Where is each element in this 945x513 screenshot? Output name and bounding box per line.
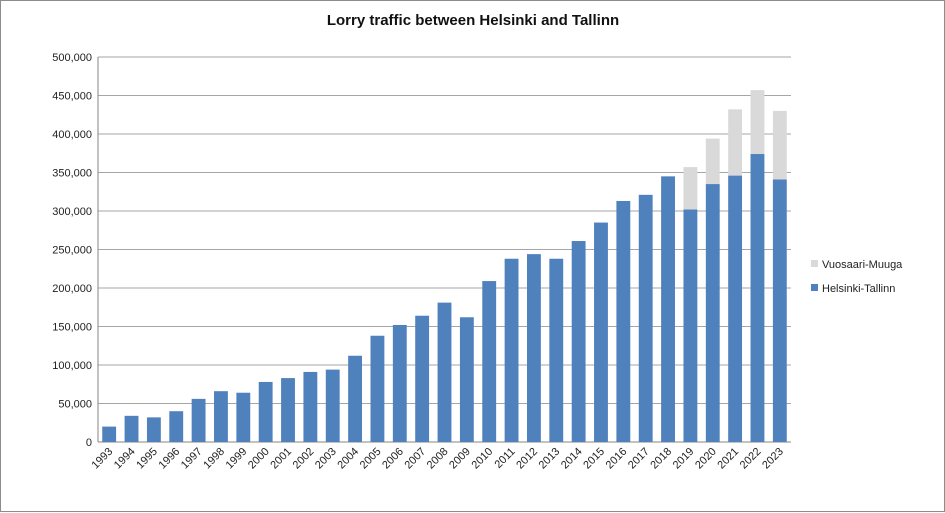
bar-vuosaari-muuga-2019: [683, 167, 698, 210]
bar-helsinki-tallinn-2004: [348, 355, 363, 442]
x-tick-label: 2015: [581, 446, 607, 472]
x-tick-label: 2019: [671, 446, 697, 472]
y-tick-label: 200,000: [52, 283, 92, 295]
bar-helsinki-tallinn-2012: [526, 254, 541, 442]
x-tick-label: 2002: [291, 446, 317, 472]
x-tick-label: 2001: [268, 446, 294, 472]
x-tick-label: 1996: [157, 446, 183, 472]
bar-helsinki-tallinn-2011: [504, 258, 519, 442]
bar-helsinki-tallinn-2010: [482, 281, 497, 442]
x-tick-label: 2023: [760, 446, 786, 472]
chart-title: Lorry traffic between Helsinki and Talli…: [327, 12, 619, 29]
bar-helsinki-tallinn-2022: [750, 154, 765, 442]
x-tick-label: 1998: [201, 446, 227, 472]
x-tick-label: 2012: [514, 446, 540, 472]
x-tick-label: 2000: [246, 446, 272, 472]
bar-helsinki-tallinn-2009: [459, 317, 474, 442]
y-tick-label: 400,000: [52, 129, 92, 141]
bar-helsinki-tallinn-2003: [325, 369, 340, 442]
bar-helsinki-tallinn-1993: [102, 426, 117, 442]
bar-helsinki-tallinn-1998: [214, 391, 228, 442]
legend-swatch: [811, 260, 818, 267]
bar-helsinki-tallinn-2014: [571, 241, 586, 442]
bar-vuosaari-muuga-2021: [728, 109, 743, 176]
y-tick-label: 500,000: [52, 52, 92, 64]
bar-helsinki-tallinn-2007: [415, 315, 430, 442]
x-tick-label: 1994: [112, 446, 138, 472]
y-tick-label: 100,000: [52, 360, 92, 372]
y-tick-label: 50,000: [58, 399, 92, 411]
x-tick-label: 2007: [402, 446, 428, 472]
x-tick-label: 2004: [335, 446, 361, 472]
y-tick-label: 450,000: [52, 91, 92, 103]
x-tick-label: 1995: [134, 446, 160, 472]
bar-helsinki-tallinn-2017: [638, 194, 653, 442]
bar-helsinki-tallinn-2018: [661, 176, 675, 442]
bar-vuosaari-muuga-2020: [705, 138, 720, 185]
bar-helsinki-tallinn-2005: [370, 335, 385, 442]
x-tick-label: 2022: [738, 446, 764, 472]
x-tick-label: 2011: [492, 446, 517, 471]
x-tick-label: 2014: [559, 446, 585, 472]
y-tick-label: 250,000: [52, 245, 92, 257]
x-tick-label: 2021: [715, 446, 741, 472]
y-tick-label: 350,000: [52, 168, 92, 180]
bar-vuosaari-muuga-2023: [772, 110, 787, 180]
bar-helsinki-tallinn-1997: [191, 398, 206, 442]
x-tick-label: 2006: [380, 446, 406, 472]
x-tick-label: 2009: [447, 446, 473, 472]
x-tick-label: 2005: [358, 446, 384, 472]
bar-helsinki-tallinn-2015: [594, 222, 608, 442]
x-tick-label: 2018: [648, 446, 674, 472]
x-tick-label: 1997: [179, 446, 205, 472]
bar-vuosaari-muuga-2022: [750, 90, 765, 155]
x-tick-label: 2016: [604, 446, 630, 472]
x-tick-label: 2020: [693, 446, 719, 472]
bar-helsinki-tallinn-2006: [392, 324, 407, 442]
x-tick-label: 1999: [224, 446, 250, 472]
legend-swatch: [811, 284, 818, 291]
bar-helsinki-tallinn-1994: [124, 415, 139, 442]
x-tick-label: 1993: [90, 446, 116, 472]
y-tick-label: 300,000: [52, 206, 92, 218]
y-tick-label: 0: [86, 437, 92, 449]
x-tick-label: 2013: [537, 446, 563, 472]
bar-helsinki-tallinn-2000: [258, 381, 273, 442]
x-tick-label: 2003: [313, 446, 339, 472]
bar-helsinki-tallinn-2008: [437, 302, 452, 442]
x-tick-label: 2017: [626, 446, 652, 472]
legend-label: Helsinki-Tallinn: [822, 283, 895, 295]
x-tick-label: 2010: [470, 446, 496, 472]
bar-helsinki-tallinn-1996: [169, 411, 184, 442]
bar-helsinki-tallinn-2019: [683, 209, 698, 442]
y-tick-label: 150,000: [52, 322, 92, 334]
bar-helsinki-tallinn-1995: [146, 417, 161, 442]
bar-helsinki-tallinn-2013: [549, 258, 564, 442]
x-tick-label: 2008: [425, 446, 451, 472]
bar-helsinki-tallinn-2016: [616, 200, 631, 442]
bar-helsinki-tallinn-2021: [728, 175, 743, 442]
bar-helsinki-tallinn-2002: [303, 371, 318, 442]
bar-helsinki-tallinn-2001: [281, 378, 295, 442]
bar-helsinki-tallinn-1999: [236, 392, 251, 442]
legend-label: Vuosaari-Muuga: [822, 259, 903, 271]
bar-helsinki-tallinn-2023: [772, 179, 787, 442]
bar-helsinki-tallinn-2020: [705, 184, 720, 443]
